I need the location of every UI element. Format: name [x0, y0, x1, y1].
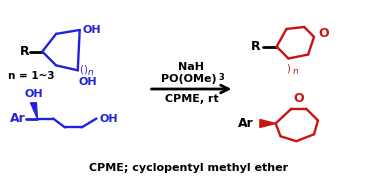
Text: O: O	[318, 27, 328, 40]
Text: (: (	[79, 64, 83, 74]
Text: R: R	[251, 40, 261, 53]
Polygon shape	[31, 103, 37, 118]
Text: OH: OH	[24, 89, 43, 99]
Text: NaH: NaH	[178, 62, 204, 72]
Text: CPME; cyclopentyl methyl ether: CPME; cyclopentyl methyl ether	[90, 163, 288, 173]
Text: n: n	[292, 67, 298, 76]
Polygon shape	[260, 120, 276, 127]
Text: n: n	[88, 68, 93, 77]
Text: O: O	[293, 92, 304, 105]
Text: ): )	[287, 63, 290, 73]
Text: Ar: Ar	[238, 117, 254, 130]
Text: ): )	[84, 64, 87, 74]
Text: OH: OH	[99, 113, 118, 124]
Text: CPME, rt: CPME, rt	[164, 94, 218, 104]
Text: 3: 3	[218, 73, 224, 82]
Text: R: R	[20, 45, 29, 58]
Text: PO(OMe): PO(OMe)	[161, 74, 216, 84]
Text: OH: OH	[83, 25, 101, 35]
Text: OH: OH	[79, 77, 98, 87]
Text: n = 1~3: n = 1~3	[8, 71, 54, 81]
Text: Ar: Ar	[10, 112, 26, 125]
